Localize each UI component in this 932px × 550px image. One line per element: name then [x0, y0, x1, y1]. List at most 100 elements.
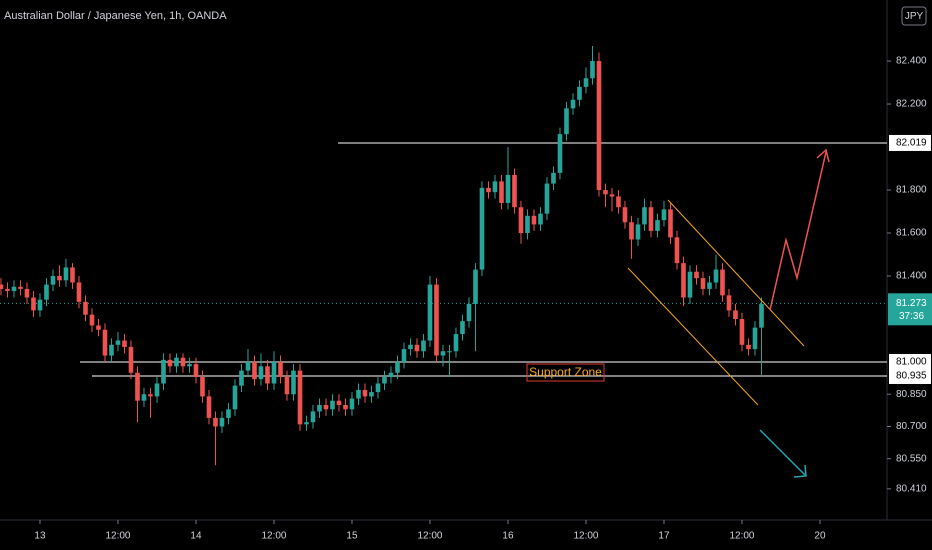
x-tick-label: 12:00	[105, 531, 130, 542]
level-label-box	[889, 367, 931, 384]
candle-body	[551, 172, 556, 184]
candle-body	[226, 409, 231, 418]
level-lines	[0, 142, 887, 377]
candle-body	[713, 269, 719, 283]
candle-body	[258, 366, 264, 380]
candle-body	[583, 78, 589, 87]
candle-body	[18, 286, 23, 289]
candle-body	[434, 284, 439, 356]
candle-body	[538, 213, 543, 225]
candle-body	[668, 209, 673, 238]
candle-body	[362, 389, 368, 397]
candle-body	[681, 263, 686, 298]
y-tick-label: 80.410	[896, 483, 927, 494]
candle-body	[739, 319, 745, 345]
candle-body	[479, 187, 485, 270]
candle-body	[89, 314, 95, 326]
arrow-head-up	[816, 148, 830, 163]
candle-body	[460, 321, 465, 335]
candle-body	[50, 276, 56, 285]
candle-body	[408, 344, 413, 350]
candle-body	[297, 370, 303, 425]
candle-body	[447, 351, 452, 353]
candle-body	[167, 359, 173, 367]
x-tick-label: 12:00	[729, 531, 754, 542]
candle-body	[557, 134, 563, 173]
candle-body	[213, 417, 218, 427]
currency[interactable]: JPY	[905, 11, 924, 22]
candle-body	[343, 404, 348, 410]
arrow-head-down	[793, 464, 807, 478]
candle-body	[252, 362, 257, 380]
annotation-box	[526, 363, 605, 382]
annotation: Support Zone	[529, 365, 602, 379]
candle-body	[401, 349, 407, 363]
candle-body	[453, 334, 459, 352]
candle-body	[375, 383, 381, 393]
candle-body	[206, 396, 212, 418]
candle-body	[746, 344, 751, 350]
candle-body	[570, 99, 576, 109]
x-tick-label: 12:00	[417, 531, 442, 542]
y-tick-label: 81.600	[896, 228, 927, 239]
current-price-label: 81.273	[896, 298, 927, 309]
candle-body	[284, 377, 290, 395]
projection-up	[769, 151, 827, 311]
candle-body	[648, 207, 654, 231]
candle-body	[518, 207, 524, 234]
y-tick-label: 82.200	[896, 99, 927, 110]
candle-body	[486, 187, 491, 193]
candle-body	[674, 237, 680, 264]
candle-body	[5, 288, 10, 292]
level-label: 81.000	[896, 357, 927, 368]
candle-body	[76, 282, 82, 302]
candle-body	[733, 310, 738, 320]
candle-body	[466, 303, 472, 322]
candle-body	[317, 404, 322, 412]
candle-body	[655, 220, 660, 231]
candle-body	[180, 357, 186, 367]
y-tick-label: 80.550	[896, 453, 927, 464]
candle-body	[369, 392, 374, 397]
candle-body	[694, 271, 699, 279]
candles	[0, 46, 764, 466]
candle-body	[707, 282, 712, 289]
candle-body	[239, 370, 244, 386]
candle-body	[148, 394, 153, 397]
candle-body	[525, 215, 530, 234]
currency-box[interactable]	[901, 6, 927, 26]
candle-body	[512, 174, 517, 208]
x-tick-label: 14	[190, 531, 202, 542]
candle-body	[37, 299, 43, 311]
candle-body	[700, 278, 706, 289]
projection-down	[759, 429, 807, 477]
candle-body	[603, 190, 608, 195]
level-label-box	[889, 354, 931, 371]
candle-body	[395, 362, 400, 373]
candle-body	[323, 404, 329, 410]
candle-body	[505, 174, 511, 203]
candle-body	[473, 269, 478, 304]
candle-body	[109, 344, 114, 356]
candle-body	[304, 422, 309, 425]
current-price-box	[888, 293, 932, 326]
x-tick-label: 12:00	[573, 531, 598, 542]
candle-body	[128, 346, 134, 373]
candle-body	[720, 269, 725, 296]
candle-body	[232, 385, 238, 410]
candle-body	[271, 362, 277, 384]
candle-body	[63, 267, 69, 281]
candle-body	[687, 271, 693, 298]
candle-body	[590, 61, 595, 79]
candle-body	[265, 366, 270, 384]
candle-body	[726, 295, 732, 311]
candle-body	[193, 364, 199, 378]
candle-body	[278, 362, 283, 378]
candle-body	[102, 329, 108, 356]
y-tick-label: 80.700	[896, 421, 927, 432]
candle-body	[421, 340, 426, 352]
candle-body	[382, 377, 387, 384]
candle-body	[161, 359, 166, 384]
